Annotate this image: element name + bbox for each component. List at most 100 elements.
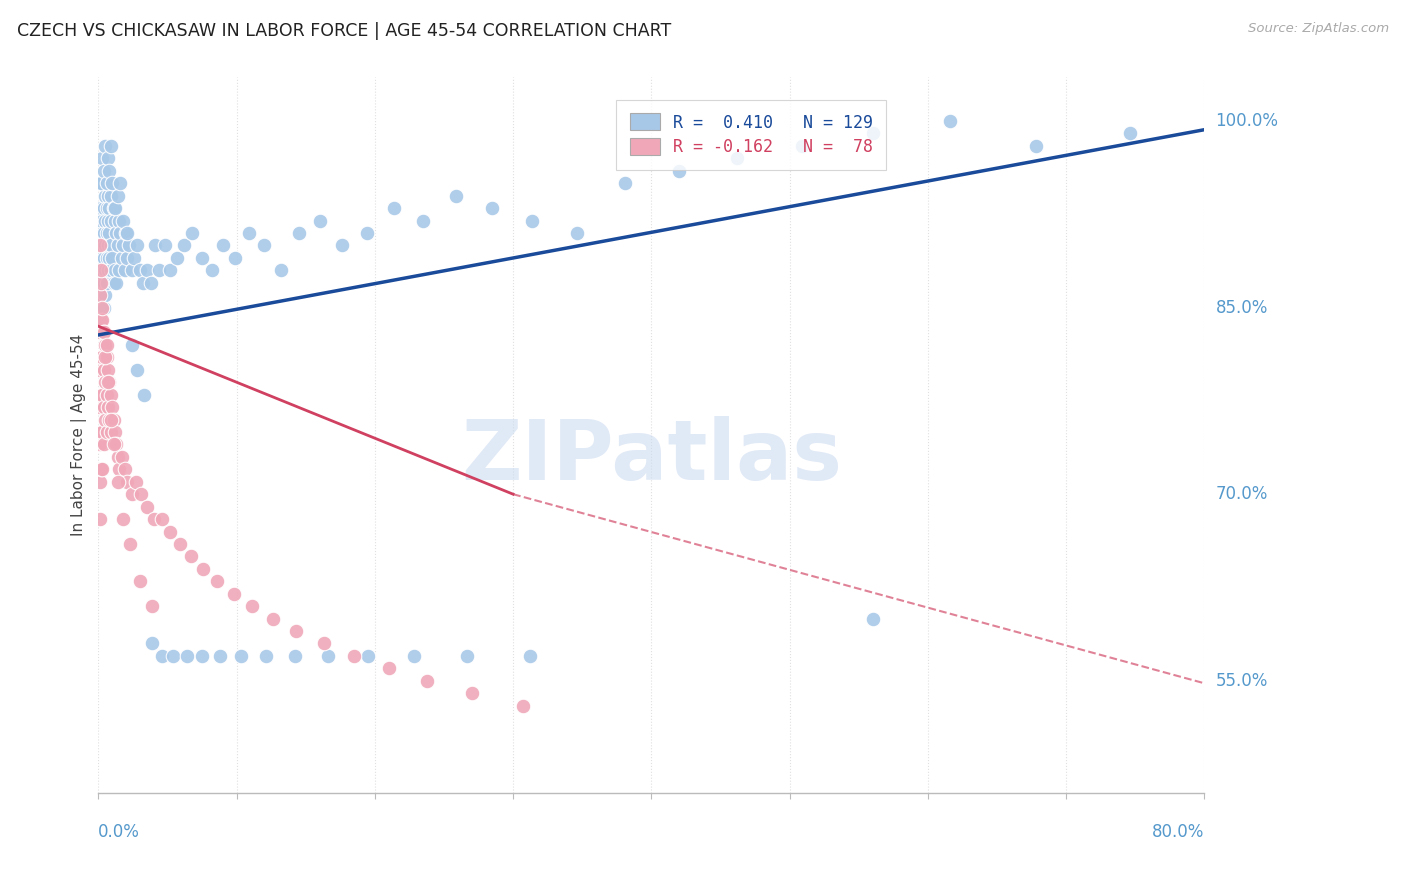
Point xyxy=(285,624,308,638)
Point xyxy=(93,301,115,315)
Point xyxy=(101,176,124,190)
Point xyxy=(91,301,114,315)
Point xyxy=(150,648,173,663)
Point xyxy=(141,599,163,614)
Point xyxy=(312,636,335,650)
Point xyxy=(89,288,111,302)
Point xyxy=(98,376,121,390)
Point xyxy=(91,313,114,327)
Point xyxy=(222,587,245,601)
Point xyxy=(94,139,117,153)
Point xyxy=(96,387,118,401)
Point xyxy=(90,326,112,340)
Point xyxy=(89,512,111,526)
Point xyxy=(100,139,122,153)
Point xyxy=(89,263,111,277)
Point xyxy=(90,263,112,277)
Point xyxy=(97,238,120,252)
Text: 70.0%: 70.0% xyxy=(1216,485,1268,503)
Point xyxy=(135,263,157,277)
Point xyxy=(108,213,131,227)
Point xyxy=(91,238,114,252)
Point xyxy=(117,251,139,265)
Point xyxy=(238,226,260,240)
Point xyxy=(142,512,165,526)
Point xyxy=(270,263,292,277)
Point xyxy=(148,263,170,277)
Point xyxy=(614,176,637,190)
Point xyxy=(153,238,176,252)
Point xyxy=(89,326,111,340)
Point xyxy=(100,412,122,426)
Point xyxy=(512,698,534,713)
Point xyxy=(124,251,146,265)
Point xyxy=(176,648,198,663)
Point xyxy=(100,263,122,277)
Point xyxy=(89,363,111,377)
Point xyxy=(93,251,115,265)
Point xyxy=(129,487,152,501)
Point xyxy=(169,537,191,551)
Point xyxy=(201,263,224,277)
Point xyxy=(108,462,131,476)
Point xyxy=(103,276,125,290)
Point xyxy=(90,351,112,365)
Point xyxy=(143,238,166,252)
Point xyxy=(90,176,112,190)
Point xyxy=(725,151,748,165)
Point xyxy=(97,213,120,227)
Point xyxy=(89,437,111,451)
Point xyxy=(93,326,115,340)
Point xyxy=(128,263,150,277)
Point xyxy=(89,238,111,252)
Point xyxy=(141,636,163,650)
Point xyxy=(100,188,122,202)
Point xyxy=(98,412,121,426)
Point xyxy=(91,351,114,365)
Point xyxy=(90,462,112,476)
Point xyxy=(132,387,155,401)
Point xyxy=(97,400,120,414)
Point xyxy=(330,238,353,252)
Point xyxy=(96,226,118,240)
Point xyxy=(100,238,122,252)
Text: 0.0%: 0.0% xyxy=(98,823,141,841)
Point xyxy=(105,437,128,451)
Point xyxy=(107,188,129,202)
Point xyxy=(125,475,148,489)
Point xyxy=(173,238,195,252)
Point xyxy=(159,524,181,539)
Point xyxy=(93,201,115,215)
Point xyxy=(166,251,188,265)
Point xyxy=(107,450,129,464)
Point xyxy=(316,648,339,663)
Point xyxy=(382,201,405,215)
Point xyxy=(115,226,138,240)
Point xyxy=(105,226,128,240)
Point xyxy=(97,363,120,377)
Point xyxy=(96,201,118,215)
Point xyxy=(100,425,122,439)
Point xyxy=(125,363,148,377)
Point xyxy=(90,251,112,265)
Point xyxy=(98,201,121,215)
Point xyxy=(94,213,117,227)
Point xyxy=(457,648,479,663)
Point xyxy=(377,661,399,675)
Point xyxy=(357,648,380,663)
Point xyxy=(112,213,135,227)
Point xyxy=(94,412,117,426)
Point xyxy=(402,648,425,663)
Point xyxy=(96,425,118,439)
Point xyxy=(108,263,131,277)
Text: 80.0%: 80.0% xyxy=(1152,823,1205,841)
Point xyxy=(90,425,112,439)
Point xyxy=(104,263,127,277)
Point xyxy=(862,127,884,141)
Point xyxy=(105,276,128,290)
Text: ZIPatlas: ZIPatlas xyxy=(461,416,842,497)
Point xyxy=(104,213,127,227)
Point xyxy=(94,338,117,352)
Point xyxy=(125,238,148,252)
Point xyxy=(135,500,157,514)
